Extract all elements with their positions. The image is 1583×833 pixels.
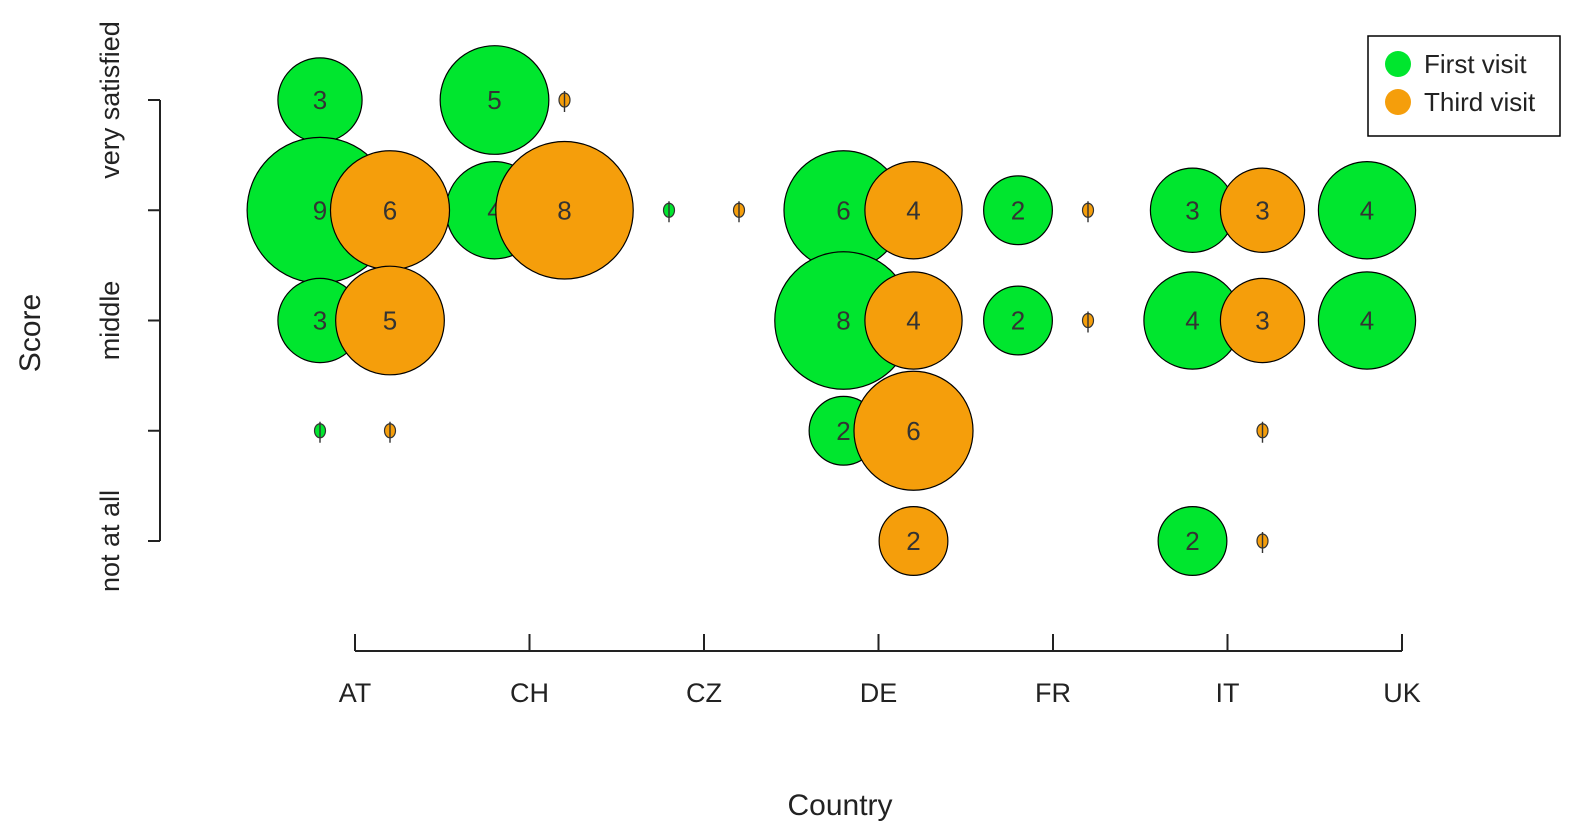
bubble-count-label: 8 — [836, 306, 850, 336]
bubble-count-label: 2 — [836, 416, 850, 446]
y-tick-label: middle — [95, 281, 125, 361]
bubble-first-visit-fr-3 — [983, 285, 1053, 356]
bubble-count-label: 4 — [906, 306, 920, 336]
x-axis-title: Country — [787, 789, 892, 822]
x-tick-label-it: IT — [1216, 678, 1240, 708]
bubble-count-label: 2 — [906, 526, 920, 556]
bubble-count-label: 4 — [1185, 306, 1199, 336]
bubble-count-label: 3 — [1185, 195, 1199, 225]
y-tick-label: very satisfied — [95, 21, 125, 179]
bubble-count-label: 4 — [1360, 306, 1374, 336]
bubble-third-visit-de-4 — [864, 161, 963, 260]
bubble-count-label: 6 — [906, 416, 920, 446]
bubble-third-visit-de-2 — [853, 370, 974, 491]
bubble-count-label: 5 — [383, 306, 397, 336]
bubble-first-visit-uk-4 — [1317, 161, 1417, 260]
bubble-count-label: 5 — [487, 85, 501, 115]
x-tick-label-ch: CH — [510, 678, 549, 708]
x-tick-label-at: AT — [339, 678, 372, 708]
bubble-first-visit-ch-5 — [439, 45, 550, 155]
bubble-third-visit-ch-4 — [495, 140, 634, 280]
y-axis-title: Score — [14, 294, 47, 372]
legend-marker-first-visit — [1385, 51, 1411, 77]
bubble-count-label: 3 — [1255, 306, 1269, 336]
bubble-first-visit-it-1 — [1157, 506, 1228, 576]
x-tick-label-de: DE — [860, 678, 898, 708]
bubble-count-label: 6 — [836, 195, 850, 225]
y-axis: not at all middle very satisfied — [95, 21, 161, 592]
bubble-count-label: 4 — [1360, 195, 1374, 225]
bubble-first-visit-uk-3 — [1317, 271, 1417, 370]
bubble-count-label: 6 — [383, 195, 397, 225]
bubble-count-label: 9 — [313, 195, 327, 225]
legend-marker-third-visit — [1385, 89, 1411, 115]
x-tick-label-uk: UK — [1383, 678, 1421, 708]
bubble-first-visit-fr-4 — [983, 175, 1053, 246]
bubble-third-visit-de-1 — [878, 506, 949, 576]
bubble-third-visit-de-3 — [864, 271, 963, 370]
x-tick-label-fr: FR — [1035, 678, 1071, 708]
x-tick-label-cz: CZ — [686, 678, 722, 708]
bubble-third-visit-it-3 — [1219, 277, 1306, 364]
bubble-count-label: 8 — [557, 195, 571, 225]
bubble-count-label: 3 — [313, 85, 327, 115]
bubble-count-label: 4 — [906, 195, 920, 225]
legend: First visit Third visit — [1367, 35, 1561, 137]
legend-label-third-visit: Third visit — [1424, 87, 1536, 117]
bubble-count-label: 2 — [1011, 195, 1025, 225]
bubble-count-label: 3 — [1255, 195, 1269, 225]
y-tick-label: not at all — [95, 490, 125, 592]
bubble-third-visit-at-3 — [335, 265, 445, 376]
bubble-count-label: 2 — [1185, 526, 1199, 556]
bubble-count-label: 3 — [313, 306, 327, 336]
legend-label-first-visit: First visit — [1424, 49, 1527, 79]
bubble-third-visit-it-4 — [1219, 167, 1306, 253]
x-axis: AT CH CZ DE FR IT UK — [339, 634, 1421, 708]
bubble-count-label: 2 — [1011, 306, 1025, 336]
